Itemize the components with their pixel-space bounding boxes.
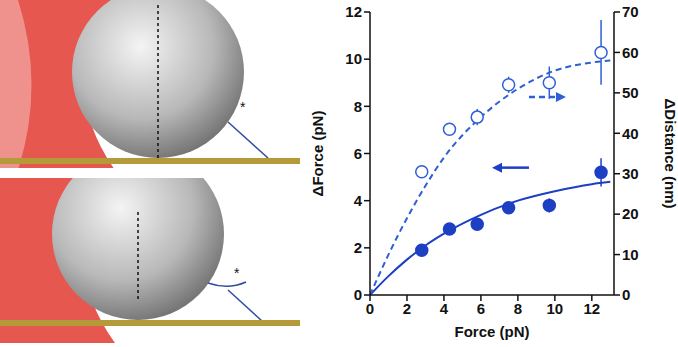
svg-text:10: 10 (547, 300, 564, 317)
svg-text:*: * (240, 99, 246, 115)
svg-text:4: 4 (354, 192, 363, 209)
svg-text:2: 2 (403, 300, 411, 317)
svg-text:ΔDistance (nm): ΔDistance (nm) (662, 99, 678, 209)
svg-text:70: 70 (622, 3, 639, 20)
svg-text:Force (pN): Force (pN) (455, 323, 530, 340)
svg-text:8: 8 (354, 98, 362, 115)
svg-text:12: 12 (583, 300, 600, 317)
svg-text:0: 0 (622, 286, 630, 303)
svg-text:30: 30 (622, 165, 639, 182)
svg-text:12: 12 (345, 3, 362, 20)
svg-text:4: 4 (440, 300, 449, 317)
svg-text:40: 40 (622, 125, 639, 142)
svg-text:0: 0 (366, 300, 374, 317)
svg-text:0: 0 (354, 286, 362, 303)
svg-text:8: 8 (514, 300, 522, 317)
svg-text:6: 6 (354, 145, 362, 162)
svg-text:20: 20 (622, 205, 639, 222)
svg-text:10: 10 (622, 246, 639, 263)
svg-text:50: 50 (622, 84, 639, 101)
svg-text:10: 10 (345, 50, 362, 67)
svg-text:60: 60 (622, 44, 639, 61)
svg-text:*: * (234, 265, 240, 281)
svg-text:6: 6 (477, 300, 485, 317)
svg-text:ΔForce (pN): ΔForce (pN) (310, 111, 326, 197)
svg-text:2: 2 (354, 239, 362, 256)
